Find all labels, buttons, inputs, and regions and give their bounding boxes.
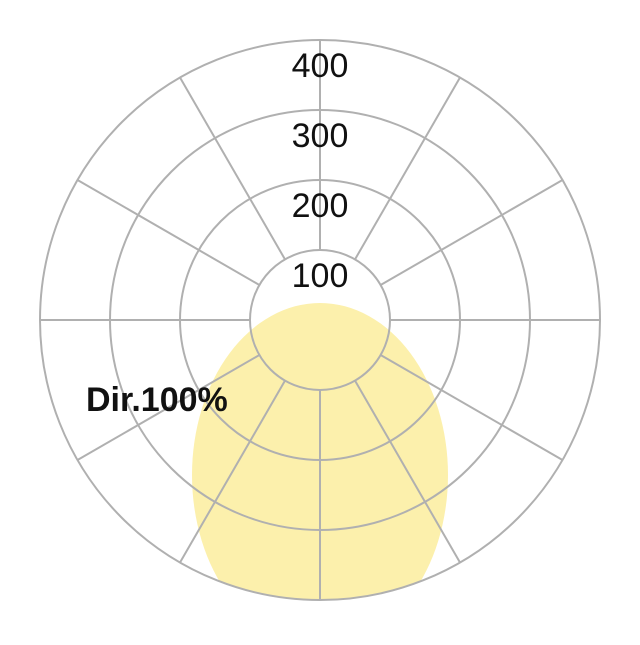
ring-label-200: 200 [292,187,349,225]
grid-spoke-330 [381,180,563,285]
polar-chart: 100 200 300 400 Dir.100% [0,0,640,640]
direction-annotation: Dir.100% [86,381,228,419]
ring-label-300: 300 [292,117,349,155]
grid-spoke-210 [78,180,260,285]
ring-label-400: 400 [292,47,349,85]
grid-spoke-300 [355,78,460,260]
grid-spoke-240 [180,78,285,260]
ring-label-100: 100 [292,257,349,295]
